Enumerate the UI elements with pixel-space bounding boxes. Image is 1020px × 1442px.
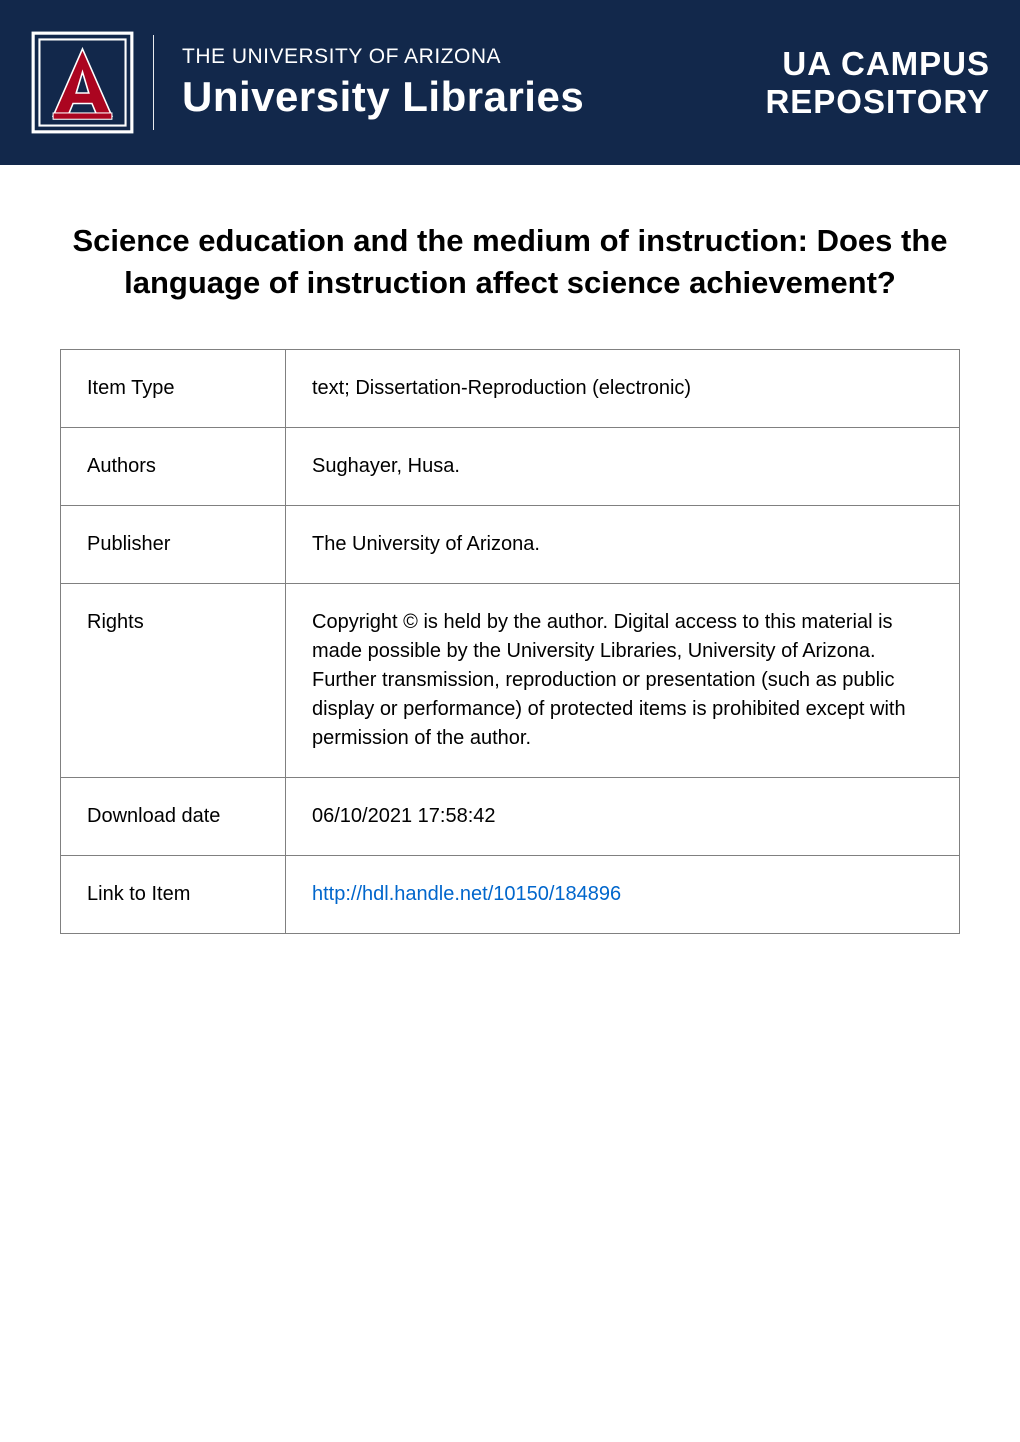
content-area: Science education and the medium of inst…	[0, 165, 1020, 1442]
metadata-key: Rights	[61, 583, 286, 777]
table-row: RightsCopyright © is held by the author.…	[61, 583, 960, 777]
header-title-stack: THE UNIVERSITY OF ARIZONA University Lib…	[182, 45, 584, 121]
metadata-table: Item Typetext; Dissertation-Reproduction…	[60, 349, 960, 934]
metadata-value: Copyright © is held by the author. Digit…	[286, 583, 960, 777]
metadata-value: http://hdl.handle.net/10150/184896	[286, 855, 960, 933]
item-link[interactable]: http://hdl.handle.net/10150/184896	[312, 883, 621, 905]
logo-block: THE UNIVERSITY OF ARIZONA University Lib…	[30, 30, 584, 135]
metadata-table-body: Item Typetext; Dissertation-Reproduction…	[61, 349, 960, 933]
table-row: Item Typetext; Dissertation-Reproduction…	[61, 349, 960, 427]
metadata-key: Item Type	[61, 349, 286, 427]
metadata-key: Publisher	[61, 505, 286, 583]
metadata-value: text; Dissertation-Reproduction (electro…	[286, 349, 960, 427]
metadata-value: Sughayer, Husa.	[286, 427, 960, 505]
metadata-value: The University of Arizona.	[286, 505, 960, 583]
table-row: AuthorsSughayer, Husa.	[61, 427, 960, 505]
repository-label: UA CAMPUS REPOSITORY	[765, 45, 990, 121]
header-divider	[153, 35, 154, 130]
metadata-key: Authors	[61, 427, 286, 505]
libraries-name: University Libraries	[182, 73, 584, 121]
document-title: Science education and the medium of inst…	[60, 220, 960, 304]
repo-line-1: UA CAMPUS	[765, 45, 990, 83]
metadata-key: Link to Item	[61, 855, 286, 933]
university-name: THE UNIVERSITY OF ARIZONA	[182, 45, 584, 69]
ua-logo-icon	[30, 30, 135, 135]
table-row: PublisherThe University of Arizona.	[61, 505, 960, 583]
metadata-key: Download date	[61, 777, 286, 855]
table-row: Download date06/10/2021 17:58:42	[61, 777, 960, 855]
repo-line-2: REPOSITORY	[765, 83, 990, 121]
table-row: Link to Item http://hdl.handle.net/10150/…	[61, 855, 960, 933]
metadata-value: 06/10/2021 17:58:42	[286, 777, 960, 855]
repository-header: THE UNIVERSITY OF ARIZONA University Lib…	[0, 0, 1020, 165]
page-root: THE UNIVERSITY OF ARIZONA University Lib…	[0, 0, 1020, 1442]
